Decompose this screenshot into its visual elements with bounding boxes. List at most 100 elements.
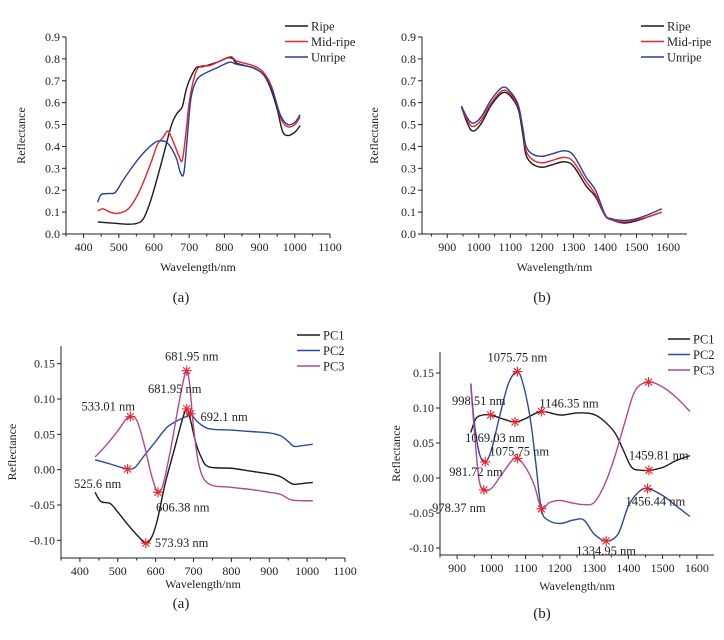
marker-stroke bbox=[123, 465, 132, 473]
y-tick-label: 0.15 bbox=[413, 366, 434, 380]
peak-label: 606.38 nm bbox=[156, 500, 210, 514]
x-tick-label: 1200 bbox=[530, 240, 554, 254]
marker-stroke bbox=[186, 409, 195, 418]
panel-caption: (a) bbox=[173, 290, 190, 306]
y-tick-label: 0.8 bbox=[401, 52, 416, 66]
y-tick-label: -0.05 bbox=[30, 498, 55, 512]
y-tick-label: 0.2 bbox=[401, 183, 416, 197]
x-tick-label: 900 bbox=[438, 240, 456, 254]
peak-label: 998.51 nm bbox=[452, 394, 506, 408]
y-tick-label: 0.9 bbox=[401, 30, 416, 44]
marker-stroke bbox=[643, 484, 652, 493]
marker-stroke bbox=[479, 486, 488, 494]
x-tick-label: 500 bbox=[109, 564, 127, 578]
legend-label: PC1 bbox=[323, 329, 345, 343]
y-axis-label: Reflectance bbox=[367, 107, 381, 164]
marker-stroke bbox=[481, 458, 490, 466]
peak-label: 533.01 nm bbox=[82, 400, 136, 414]
y-tick-label: 0.9 bbox=[45, 30, 60, 44]
x-axis-label: Wavelength/nm bbox=[165, 577, 241, 591]
x-axis-label: Wavelength/nm bbox=[517, 260, 593, 274]
peak-label: 681.95 nm bbox=[165, 350, 219, 364]
x-tick-label: 900 bbox=[448, 561, 466, 575]
legend-label: Unripe bbox=[311, 51, 346, 65]
peak-label: 525.6 nm bbox=[74, 477, 122, 491]
y-tick-label: -0.05 bbox=[409, 506, 434, 520]
series-line-unripe bbox=[97, 61, 301, 203]
y-tick-label: 0.15 bbox=[34, 357, 55, 371]
legend-label: PC1 bbox=[693, 333, 715, 347]
peak-marker bbox=[485, 410, 496, 420]
peak-label: 573.93 nm bbox=[155, 536, 209, 550]
y-axis-label: Reflectance bbox=[5, 424, 19, 481]
y-tick-label: 0.2 bbox=[45, 183, 60, 197]
x-tick-label: 900 bbox=[260, 564, 278, 578]
y-tick-label: 0.5 bbox=[401, 118, 416, 132]
marker-stroke bbox=[513, 454, 522, 463]
peak-marker bbox=[601, 536, 612, 546]
peak-label: 978.37 nm bbox=[432, 501, 486, 515]
legend-label: PC2 bbox=[693, 348, 715, 362]
x-tick-label: 1000 bbox=[467, 240, 491, 254]
peak-marker bbox=[643, 465, 654, 476]
x-tick-label: 1100 bbox=[318, 240, 342, 254]
x-tick-label: 1600 bbox=[685, 561, 709, 575]
peak-marker bbox=[152, 487, 163, 498]
panel-caption: (b) bbox=[533, 290, 551, 306]
x-axis-label: Wavelength/nm bbox=[160, 260, 236, 274]
y-tick-label: 0.3 bbox=[45, 161, 60, 175]
marker-stroke bbox=[154, 488, 162, 497]
y-tick-label: 0.1 bbox=[401, 205, 416, 219]
legend-label: Mid-ripe bbox=[667, 35, 712, 49]
peak-marker bbox=[185, 408, 196, 419]
peak-marker bbox=[181, 365, 192, 376]
x-tick-label: 1000 bbox=[479, 561, 503, 575]
chart-panel-1: 400 500 600 700 800 900 1000 1100 0.0 0.1 0.2 0.3 0.… bbox=[14, 20, 356, 307]
peak-marker bbox=[510, 417, 521, 427]
peak-marker bbox=[125, 411, 136, 422]
x-tick-label: 900 bbox=[251, 240, 269, 254]
peak-label: 981.72 nm bbox=[449, 465, 503, 479]
peak-label: 1459.81 nm bbox=[629, 448, 689, 462]
y-tick-label: 0.4 bbox=[45, 139, 60, 153]
y-tick-label: 0.0 bbox=[45, 227, 60, 241]
y-tick-label: 0.10 bbox=[34, 392, 55, 406]
marker-stroke bbox=[644, 378, 653, 386]
y-tick-label: 0.5 bbox=[45, 118, 60, 132]
series-line-unripe bbox=[460, 86, 663, 222]
peak-marker bbox=[512, 366, 523, 377]
series-line-pc2 bbox=[470, 370, 691, 542]
y-tick-label: 0.7 bbox=[401, 74, 416, 88]
y-tick-label: 0.00 bbox=[413, 471, 434, 485]
y-tick-label: 0.10 bbox=[413, 401, 434, 415]
peak-label: 1075.75 nm bbox=[488, 351, 548, 365]
peak-label: 1069.03 nm bbox=[465, 431, 525, 445]
legend-label: Ripe bbox=[667, 20, 691, 34]
x-tick-label: 1100 bbox=[333, 564, 357, 578]
peak-marker bbox=[122, 463, 133, 474]
y-tick-label: -0.10 bbox=[409, 541, 434, 555]
x-tick-label: 800 bbox=[215, 240, 233, 254]
peak-marker bbox=[480, 456, 491, 467]
peak-label: 1456.44 nm bbox=[626, 495, 686, 509]
y-axis-label: Reflectance bbox=[389, 425, 403, 482]
peak-label: 1075.75 nm bbox=[489, 444, 549, 458]
series-line-ripe bbox=[97, 56, 301, 225]
y-tick-label: 0.05 bbox=[34, 427, 55, 441]
x-axis-label: Wavelength/nm bbox=[539, 579, 615, 593]
x-tick-label: 1100 bbox=[514, 561, 538, 575]
marker-stroke bbox=[537, 504, 546, 513]
series-line-mid-ripe bbox=[460, 89, 662, 223]
series-line-pc3 bbox=[470, 381, 691, 510]
y-tick-label: 0.8 bbox=[45, 52, 60, 66]
y-tick-label: 0.0 bbox=[401, 227, 416, 241]
x-tick-label: 1100 bbox=[499, 240, 523, 254]
x-tick-label: 1400 bbox=[593, 240, 617, 254]
x-tick-label: 1400 bbox=[616, 561, 640, 575]
marker-stroke bbox=[511, 418, 519, 426]
x-tick-label: 600 bbox=[145, 240, 163, 254]
y-tick-label: 0.6 bbox=[401, 96, 416, 110]
x-tick-label: 1600 bbox=[656, 240, 680, 254]
x-tick-label: 1300 bbox=[582, 561, 606, 575]
chart-panel-3: 400 500 600 700 800 900 1000 1100 -0.10 -0.05 0.00… bbox=[5, 329, 357, 613]
